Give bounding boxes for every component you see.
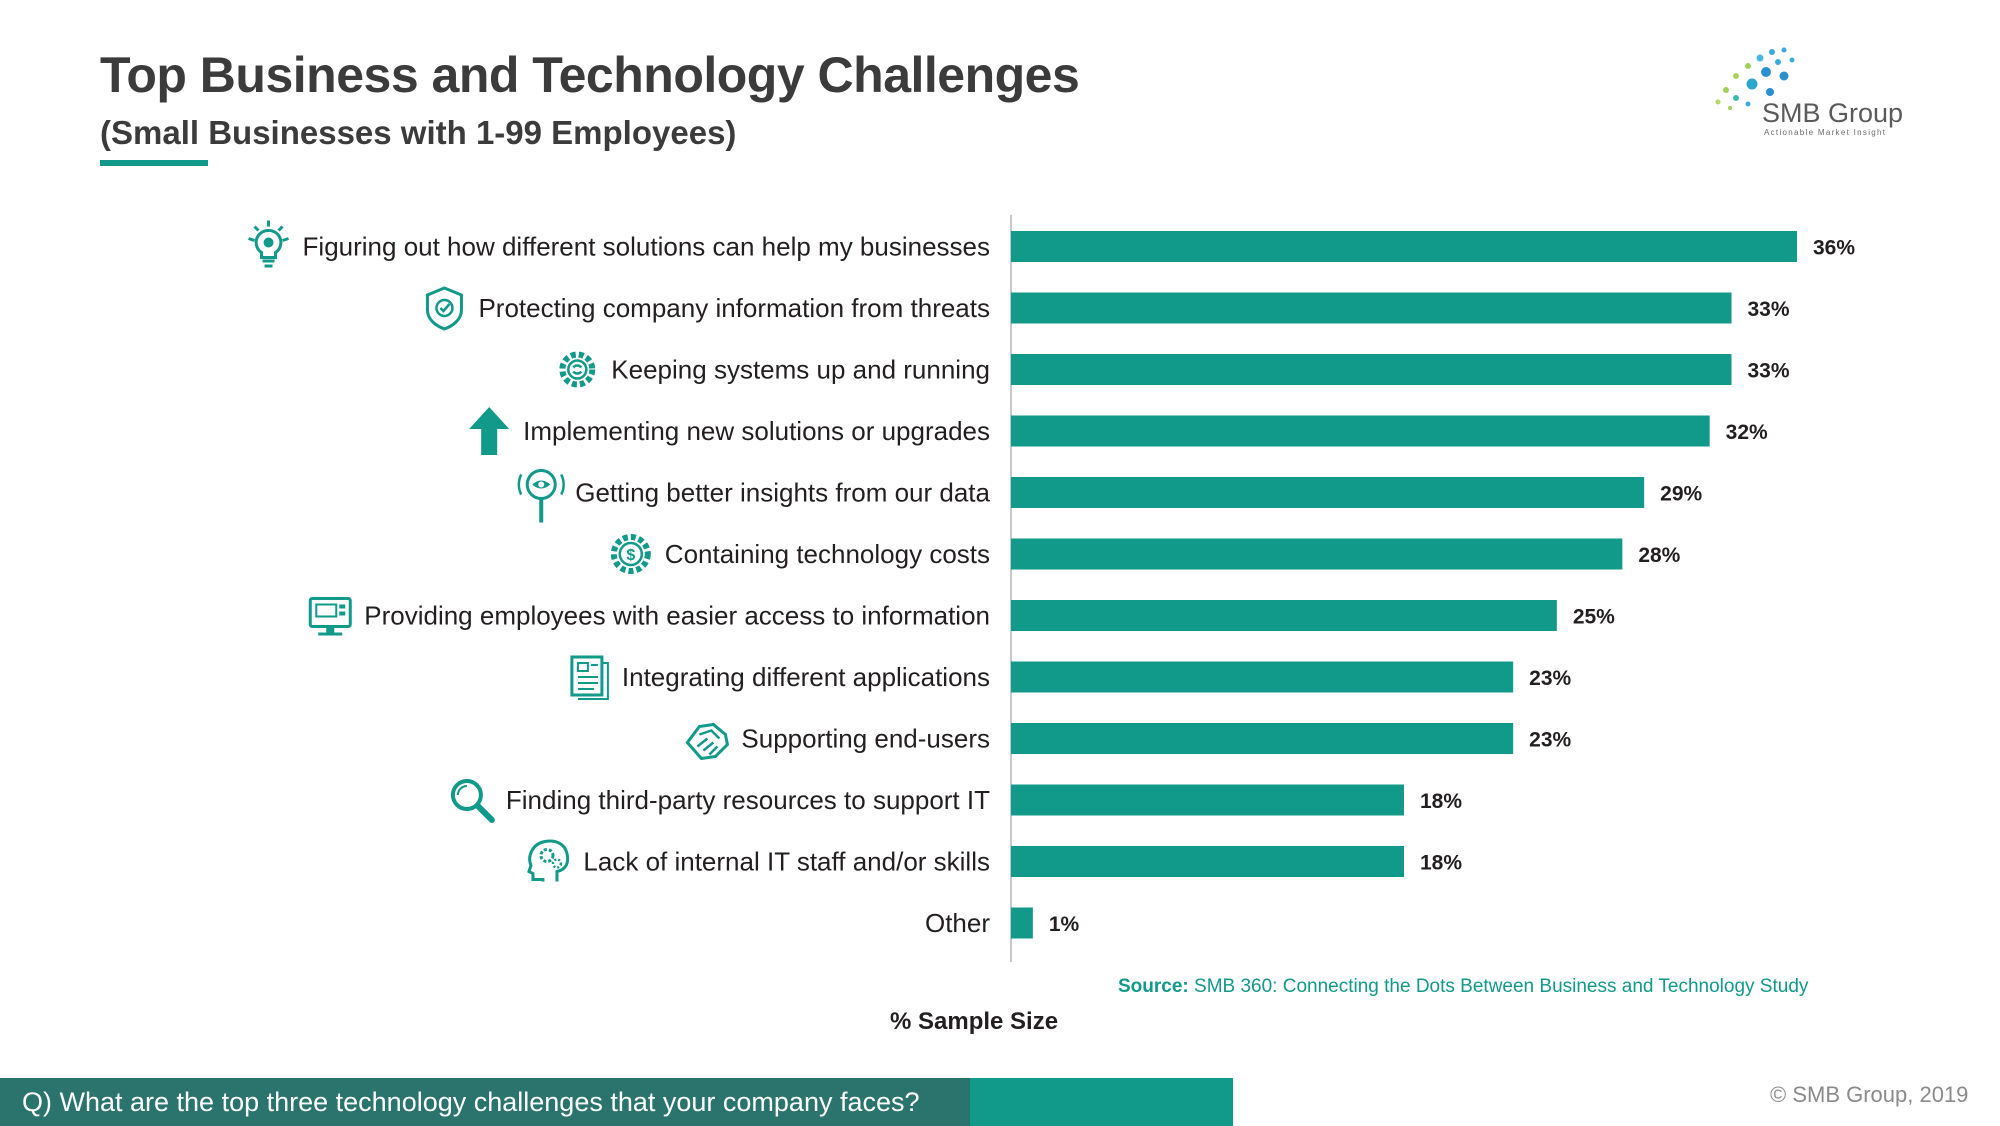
dollar-gear-icon [614,537,648,571]
category-label: Protecting company information from thre… [478,293,990,323]
bar-finding-third-party-resources-to-support [1011,784,1404,816]
category-label: Lack of internal IT staff and/or skills [583,847,990,877]
magnifier-icon [453,781,492,820]
bars-group [1011,231,1797,939]
checklist-document-icon [570,655,610,701]
bar-protecting-company-information-from-thre [1011,292,1732,324]
bar-chart: $ [247,215,1856,962]
category-label: Keeping systems up and running [611,355,990,385]
logo-dots-icon [1715,47,1795,110]
lightbulb-gear-icon [247,219,291,269]
bar-containing-technology-costs [1011,538,1623,570]
shield-check-icon [425,286,463,331]
source-note: Source: SMB 360: Connecting the Dots Bet… [1118,976,1808,998]
computer-monitor-icon [308,597,352,637]
category-label: Other [925,908,990,938]
category-label: Figuring out how different solutions can… [303,232,990,262]
footer-question-panel: Q) What are the top three technology cha… [0,1078,970,1126]
head-gears-icon [527,839,570,883]
survey-question: Q) What are the top three technology cha… [22,1087,920,1117]
x-axis-label: % Sample Size [890,1008,1059,1035]
copyright: © SMB Group, 2019 [1770,1082,1969,1107]
value-label: 23% [1529,667,1571,690]
category-label: Supporting end-users [741,724,990,754]
bar-lack-of-internal-it-staff-and-or-skills [1011,846,1404,877]
gear-cycle-icon [562,355,592,385]
logo-tagline: Actionable Market Insight [1764,128,1887,137]
value-label: 18% [1420,852,1462,875]
arrow-up-icon [469,407,510,455]
chart-subtitle: (Small Businesses with 1-99 Employees) [100,114,737,151]
logo-name: SMB Group [1762,98,1904,128]
value-label: 33% [1748,360,1790,383]
value-label: 29% [1660,483,1702,506]
bar-other [1011,907,1033,939]
value-label: 23% [1529,729,1571,752]
bar-integrating-different-applications [1011,661,1514,693]
value-label: 28% [1638,544,1680,567]
category-labels: Figuring out how different solutions can… [303,232,991,939]
category-label: Getting better insights from our data [575,478,990,508]
category-label: Providing employees with easier access t… [364,601,990,631]
bar-figuring-out-how-different-solutions-can [1011,231,1797,262]
bar-providing-employees-with-easier-access-t [1011,600,1557,631]
value-label: 18% [1420,790,1462,813]
value-label: 32% [1726,421,1768,444]
value-labels: 36% 33% 33% 32% 29% 28% 25% 23% 23% 18% 18% 1% [1049,237,1856,937]
bar-keeping-systems-up-and-running [1011,354,1732,385]
bar-implementing-new-solutions-or-upgrades [1011,415,1710,447]
source-label: Source: [1118,976,1189,997]
value-label: 25% [1573,606,1615,629]
category-label: Integrating different applications [622,662,990,692]
bar-supporting-end-users [1011,723,1514,754]
eye-magnifier-icon [516,468,566,525]
category-label: Containing technology costs [665,539,990,569]
handshake-icon [685,723,729,760]
value-label: 33% [1748,298,1790,321]
source-text: SMB 360: Connecting the Dots Between Bus… [1194,976,1809,997]
category-label: Implementing new solutions or upgrades [523,416,990,446]
value-label: 36% [1813,237,1855,260]
value-label: 1% [1049,913,1080,936]
chart-title: Top Business and Technology Challenges [100,47,1080,103]
category-label: Finding third-party resources to support… [506,785,990,815]
title-underline [100,160,208,166]
bar-getting-better-insights-from-our-data [1011,477,1645,508]
